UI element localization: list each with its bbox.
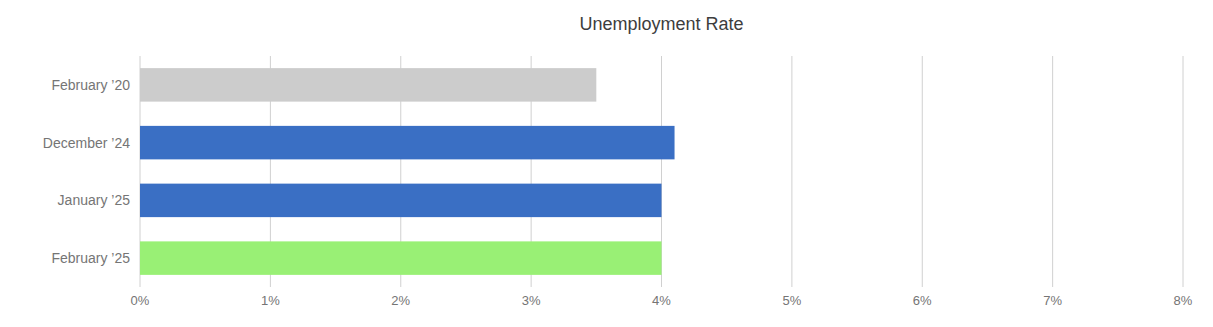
grid-line xyxy=(1183,56,1184,287)
grid xyxy=(140,56,1183,287)
y-tick-label: January ’25 xyxy=(58,192,131,208)
bar xyxy=(140,241,662,274)
bar xyxy=(140,126,675,159)
page: {"chart_data": {"type": "bar", "orientat… xyxy=(0,0,1213,327)
bar xyxy=(140,184,662,217)
x-axis: 0% 1% 2% 3% 4% 5% 6% 7% 8% xyxy=(131,293,1193,308)
x-tick-label: 1% xyxy=(261,293,280,308)
grid-line xyxy=(922,56,923,287)
y-tick-label: December ’24 xyxy=(43,135,130,151)
bar xyxy=(140,68,596,101)
bars xyxy=(140,68,675,275)
x-tick-label: 7% xyxy=(1043,293,1062,308)
x-tick-label: 5% xyxy=(782,293,801,308)
x-tick-label: 0% xyxy=(131,293,150,308)
x-tick-label: 4% xyxy=(652,293,671,308)
x-tick-label: 6% xyxy=(913,293,932,308)
x-tick-label: 2% xyxy=(391,293,410,308)
y-tick-label: February ’25 xyxy=(51,250,130,266)
x-tick-label: 8% xyxy=(1174,293,1193,308)
chart-container: Unemployment Rate 0% 1% 2% 3% 4% 5% 6% 7% 8% Febru… xyxy=(0,0,1213,327)
chart-title: Unemployment Rate xyxy=(579,14,743,34)
y-tick-label: February ’20 xyxy=(51,77,130,93)
grid-line xyxy=(791,56,792,287)
y-axis: February ’20 December ’24 January ’25 Febru… xyxy=(43,77,130,266)
grid-line xyxy=(1052,56,1053,287)
chart-svg: Unemployment Rate 0% 1% 2% 3% 4% 5% 6% 7% 8% Febru… xyxy=(0,0,1213,327)
x-tick-label: 3% xyxy=(522,293,541,308)
